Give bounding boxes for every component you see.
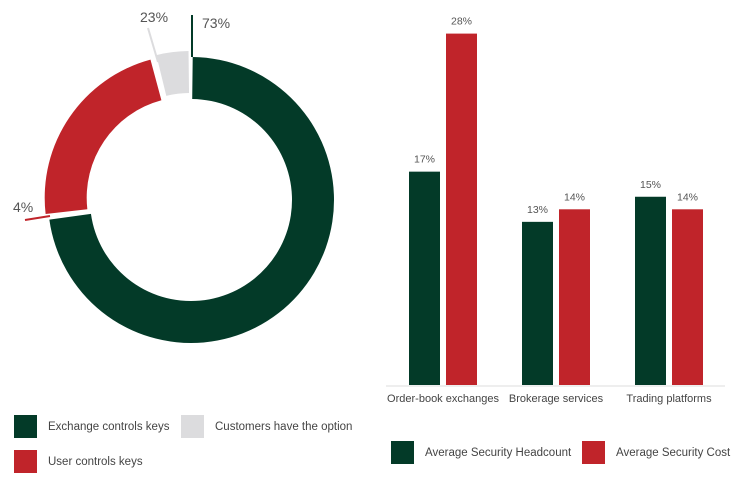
legend-label: Customers have the option <box>215 420 353 433</box>
legend-headcount: Average Security Headcount <box>391 441 571 464</box>
bar <box>559 209 590 385</box>
legend-label: User controls keys <box>48 455 143 468</box>
slice-value-label: 4% <box>13 199 33 215</box>
bar-value-label: 17% <box>414 154 435 166</box>
donut-chart: 73% 23% 4% <box>13 9 335 344</box>
legend-label: Average Security Cost <box>616 446 731 459</box>
x-tick-label: Order-book exchanges <box>387 393 499 405</box>
legend-exchange-controls: Exchange controls keys <box>14 415 169 438</box>
bar-value-label: 14% <box>564 191 585 203</box>
bar <box>635 196 666 385</box>
legend-swatch <box>391 441 414 464</box>
bar-chart: 17% 28% Order-book exchanges 13% 14% Brokerag… <box>386 16 725 405</box>
bar-value-label: 13% <box>527 204 548 216</box>
donut-slice <box>49 57 335 344</box>
bar <box>522 221 553 385</box>
bar-value-label: 15% <box>640 179 661 191</box>
slice-value-label: 23% <box>140 9 168 25</box>
donut-slice <box>156 51 190 96</box>
x-tick-label: Brokerage services <box>509 393 604 405</box>
bar-value-label: 14% <box>677 191 698 203</box>
donut-slice <box>44 59 162 214</box>
legend-cost: Average Security Cost <box>582 441 730 464</box>
x-tick-label: Trading platforms <box>626 393 712 405</box>
bar-value-label: 28% <box>451 16 472 28</box>
legend-swatch <box>14 415 37 438</box>
leader-line <box>24 215 51 221</box>
leader-line <box>147 27 159 63</box>
legend-customers-option: Customers have the option <box>181 415 352 438</box>
bar <box>446 33 477 385</box>
legend-swatch <box>14 450 37 473</box>
legend-user-controls: User controls keys <box>14 450 143 473</box>
slice-value-label: 73% <box>202 15 230 31</box>
legend-swatch <box>181 415 204 438</box>
legend-label: Exchange controls keys <box>48 420 170 433</box>
bar <box>672 209 703 385</box>
legend-swatch <box>582 441 605 464</box>
legend-label: Average Security Headcount <box>425 446 572 459</box>
bar <box>409 171 440 385</box>
